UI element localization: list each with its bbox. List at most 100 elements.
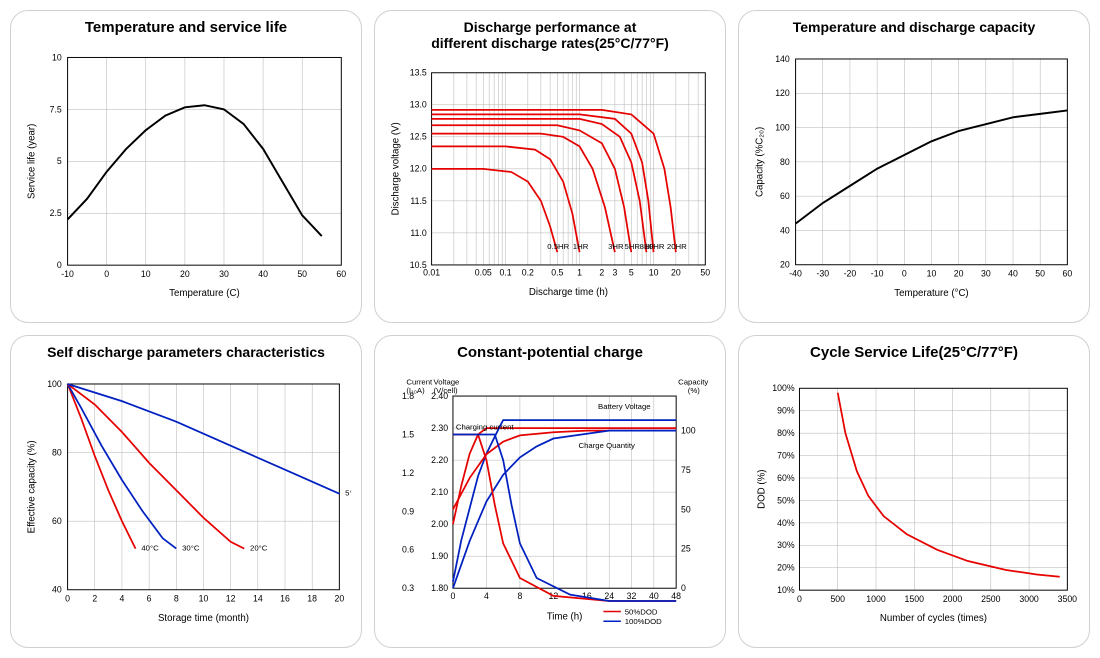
svg-text:6: 6: [147, 593, 152, 603]
svg-text:-40: -40: [789, 268, 802, 278]
svg-text:2.00: 2.00: [431, 519, 448, 529]
card-cycle-life: Cycle Service Life(25°C/77°F) 0 500 1000 15…: [738, 335, 1090, 648]
svg-text:10: 10: [199, 593, 209, 603]
svg-text:10: 10: [927, 268, 937, 278]
svg-text:Discharge voltage (V): Discharge voltage (V): [391, 122, 402, 215]
svg-text:1: 1: [577, 268, 582, 278]
svg-text:Capacity (%C₂₀): Capacity (%C₂₀): [755, 127, 766, 197]
svg-text:75: 75: [681, 465, 691, 475]
svg-text:100%DOD: 100%DOD: [625, 617, 662, 626]
svg-text:1.2: 1.2: [402, 468, 414, 478]
svg-text:12.0: 12.0: [410, 164, 427, 174]
svg-text:50: 50: [297, 269, 307, 279]
svg-text:Temperature (°C): Temperature (°C): [894, 288, 968, 299]
title-cycle-life: Cycle Service Life(25°C/77°F): [749, 344, 1079, 361]
title-discharge-rates: Discharge performance at different disch…: [385, 19, 715, 51]
svg-text:0.5HR: 0.5HR: [547, 242, 569, 251]
svg-text:80: 80: [52, 448, 62, 458]
svg-text:80%: 80%: [777, 428, 795, 438]
svg-text:Temperature (C): Temperature (C): [169, 288, 240, 299]
svg-text:20: 20: [671, 268, 681, 278]
svg-text:4: 4: [120, 593, 125, 603]
svg-text:1.5: 1.5: [402, 430, 414, 440]
card-self-discharge: Self discharge parameters characteristic…: [10, 335, 362, 648]
title-const-potential: Constant-potential charge: [385, 344, 715, 361]
svg-text:11.0: 11.0: [410, 228, 426, 238]
svg-text:100: 100: [775, 123, 790, 133]
chart-cycle-life: 050010001500200025003000350010%20%30%40%…: [749, 365, 1079, 637]
chart-self-discharge: 0246810121416182040608010040°C30°C20°C5°…: [21, 364, 351, 637]
svg-text:50: 50: [681, 505, 691, 515]
svg-text:(I₁₀A): (I₁₀A): [406, 386, 425, 395]
svg-text:2500: 2500: [981, 594, 1001, 604]
svg-text:100%: 100%: [772, 383, 795, 393]
svg-text:5: 5: [57, 156, 62, 166]
svg-text:-20: -20: [844, 268, 857, 278]
svg-text:60%: 60%: [777, 473, 795, 483]
svg-text:2.30: 2.30: [431, 423, 448, 433]
svg-text:(%): (%): [688, 386, 700, 395]
svg-text:2000: 2000: [943, 594, 963, 604]
svg-text:20%: 20%: [777, 563, 795, 573]
svg-text:1.80: 1.80: [431, 583, 448, 593]
svg-text:Discharge time (h): Discharge time (h): [529, 287, 608, 298]
svg-text:0: 0: [57, 260, 62, 270]
svg-text:50: 50: [700, 268, 710, 278]
svg-text:10HR: 10HR: [645, 242, 665, 251]
svg-text:10: 10: [52, 53, 62, 63]
svg-text:3: 3: [612, 268, 617, 278]
svg-text:3000: 3000: [1019, 594, 1039, 604]
svg-text:100: 100: [47, 379, 62, 389]
chart-temp-life: -10010203040506002.557.510Temperature (C…: [21, 40, 351, 312]
svg-text:90%: 90%: [777, 406, 795, 416]
svg-text:0: 0: [681, 583, 686, 593]
svg-text:2.20: 2.20: [431, 455, 448, 465]
svg-text:30: 30: [981, 268, 991, 278]
svg-text:60: 60: [780, 191, 790, 201]
svg-text:1000: 1000: [866, 594, 886, 604]
svg-text:(V/cell): (V/cell): [434, 386, 459, 395]
svg-text:Storage time (month): Storage time (month): [158, 613, 249, 624]
svg-text:40: 40: [52, 585, 62, 595]
svg-text:8: 8: [174, 593, 179, 603]
svg-text:16: 16: [280, 593, 290, 603]
svg-text:25: 25: [681, 544, 691, 554]
chart-discharge-rates: 0.010.050.10.20.5123510205010.511.011.51…: [385, 55, 715, 312]
svg-text:4: 4: [484, 591, 489, 601]
svg-text:70%: 70%: [777, 451, 795, 461]
svg-text:12: 12: [226, 593, 236, 603]
svg-text:0: 0: [797, 594, 802, 604]
svg-text:40°C: 40°C: [141, 544, 159, 553]
svg-text:8: 8: [517, 591, 522, 601]
svg-text:12.5: 12.5: [410, 132, 427, 142]
svg-text:10: 10: [141, 269, 151, 279]
svg-text:500: 500: [830, 594, 845, 604]
svg-text:40: 40: [780, 225, 790, 235]
svg-text:3HR: 3HR: [608, 242, 624, 251]
svg-text:0.6: 0.6: [402, 545, 414, 555]
chart-temp-capacity: -40-30-20-100102030405060204060801001201…: [749, 39, 1079, 312]
svg-text:2.10: 2.10: [431, 487, 448, 497]
svg-text:40: 40: [1008, 268, 1018, 278]
svg-text:Time (h): Time (h): [547, 612, 583, 623]
svg-text:24: 24: [604, 591, 614, 601]
svg-text:0.2: 0.2: [522, 268, 534, 278]
svg-text:60: 60: [336, 269, 346, 279]
svg-text:10: 10: [649, 268, 659, 278]
svg-text:20: 20: [335, 593, 345, 603]
svg-text:Battery Voltage: Battery Voltage: [598, 402, 651, 411]
title-temp-life: Temperature and service life: [21, 19, 351, 36]
svg-text:-10: -10: [871, 268, 884, 278]
title-temp-capacity: Temperature and discharge capacity: [749, 19, 1079, 35]
svg-text:Charge Quantity: Charge Quantity: [579, 441, 636, 450]
svg-text:-30: -30: [816, 268, 829, 278]
svg-text:1500: 1500: [905, 594, 925, 604]
svg-text:DOD (%): DOD (%): [757, 470, 768, 509]
svg-text:20: 20: [180, 269, 190, 279]
svg-text:18: 18: [307, 593, 317, 603]
svg-text:Current: Current: [406, 378, 433, 387]
svg-text:2: 2: [92, 593, 97, 603]
svg-text:-10: -10: [61, 269, 74, 279]
svg-text:2: 2: [599, 268, 604, 278]
svg-text:48: 48: [671, 591, 681, 601]
